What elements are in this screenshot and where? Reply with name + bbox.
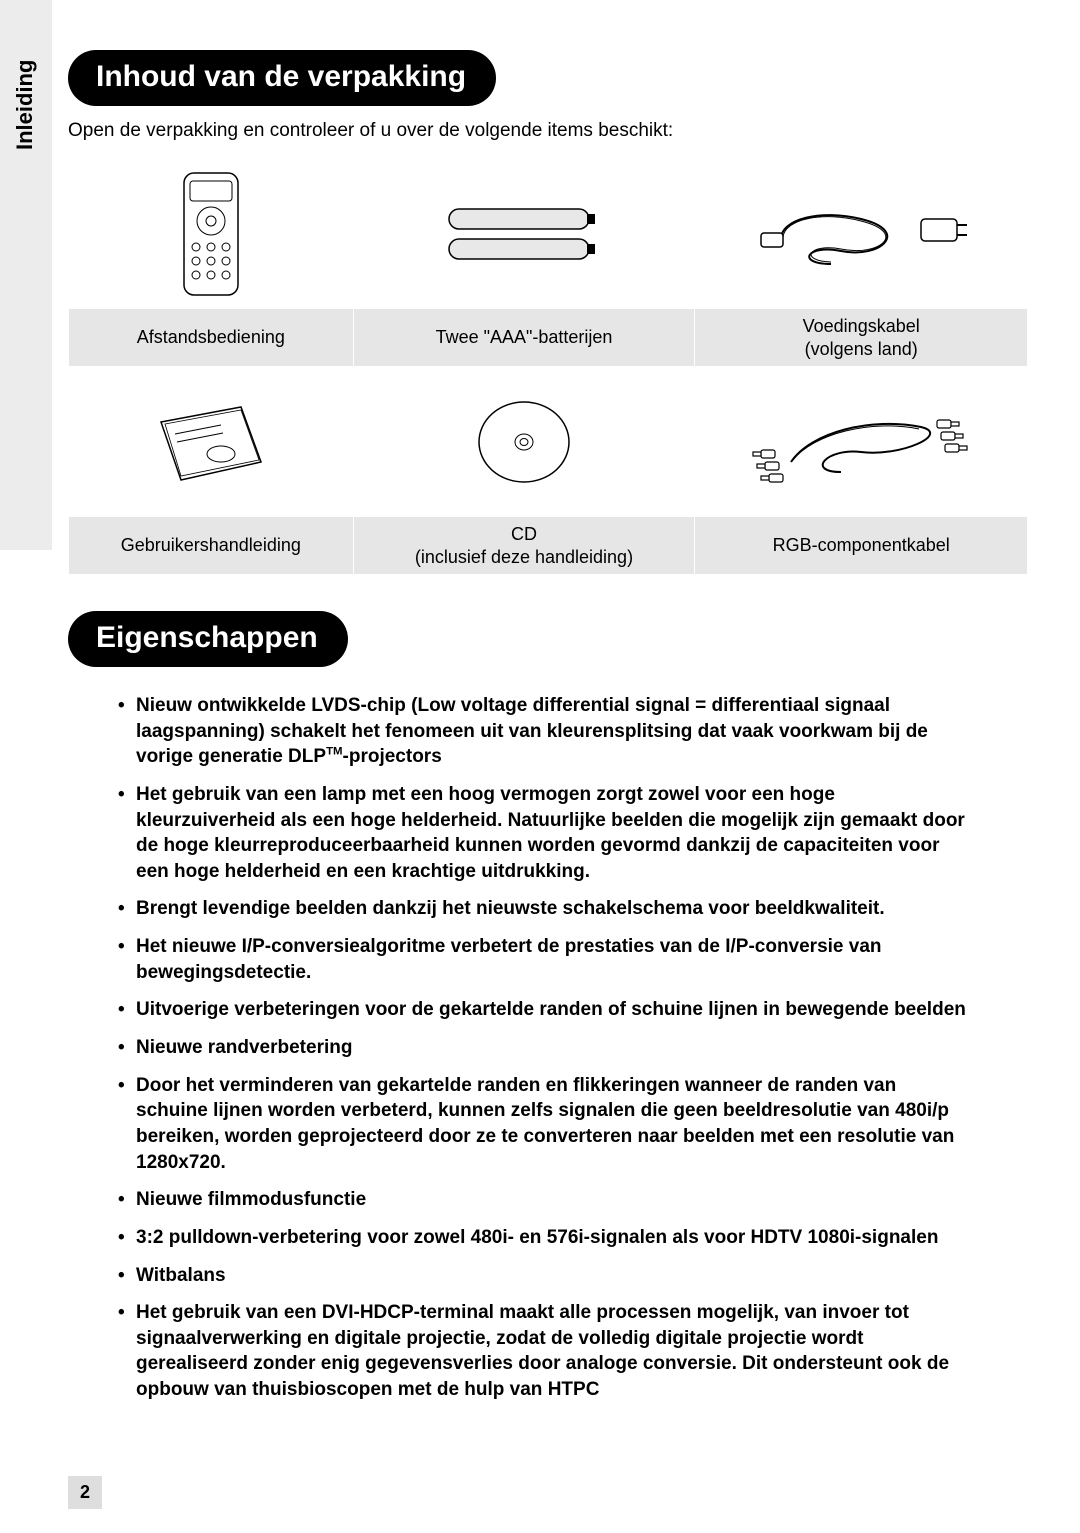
feature-item: Door het verminderen van gekartelde rand… xyxy=(118,1073,968,1176)
page-number: 2 xyxy=(68,1476,102,1509)
item-remote-label: Afstandsbediening xyxy=(69,309,354,367)
remote-icon xyxy=(176,169,246,299)
feature-item: Nieuwe randverbetering xyxy=(118,1035,968,1061)
feature-item: Witbalans xyxy=(118,1263,968,1289)
item-remote-image xyxy=(69,159,354,309)
item-power-cable-image xyxy=(695,159,1028,309)
item-cd-image xyxy=(353,367,695,517)
feature-item: Brengt levendige beelden dankzij het nie… xyxy=(118,896,968,922)
item-component-cable-label: RGB-componentkabel xyxy=(695,517,1028,575)
manual-icon xyxy=(141,392,281,492)
item-cd-label: CD(inclusief deze handleiding) xyxy=(353,517,695,575)
item-batteries-image xyxy=(353,159,695,309)
item-batteries-label: Twee "AAA"-batterijen xyxy=(353,309,695,367)
item-power-cable-label: Voedingskabel(volgens land) xyxy=(695,309,1028,367)
intro-text: Open de verpakking en controleer of u ov… xyxy=(68,120,1028,142)
feature-item: Het nieuwe I/P-conversiealgoritme verbet… xyxy=(118,934,968,985)
features-list: Nieuw ontwikkelde LVDS-chip (Low voltage… xyxy=(68,693,968,1403)
package-items-grid: Afstandsbediening Twee "AAA"-batterijen … xyxy=(68,158,1028,575)
power-cable-icon xyxy=(751,189,971,279)
item-component-cable-image xyxy=(695,367,1028,517)
feature-item: Het gebruik van een lamp met een hoog ve… xyxy=(118,782,968,885)
side-tab-label: Inleiding xyxy=(12,60,38,150)
heading-eigenschappen: Eigenschappen xyxy=(68,611,348,667)
component-cable-icon xyxy=(751,392,971,492)
batteries-icon xyxy=(439,199,609,269)
page-content: Inhoud van de verpakking Open de verpakk… xyxy=(68,50,1028,1415)
cd-icon xyxy=(469,392,579,492)
feature-item: Nieuwe filmmodusfunctie xyxy=(118,1187,968,1213)
feature-item: 3:2 pulldown-verbetering voor zowel 480i… xyxy=(118,1225,968,1251)
feature-item: Het gebruik van een DVI-HDCP-terminal ma… xyxy=(118,1300,968,1403)
feature-item: Nieuw ontwikkelde LVDS-chip (Low voltage… xyxy=(118,693,968,770)
item-manual-label: Gebruikershandleiding xyxy=(69,517,354,575)
heading-inhoud: Inhoud van de verpakking xyxy=(68,50,496,106)
item-manual-image xyxy=(69,367,354,517)
feature-item: Uitvoerige verbeteringen voor de gekarte… xyxy=(118,997,968,1023)
